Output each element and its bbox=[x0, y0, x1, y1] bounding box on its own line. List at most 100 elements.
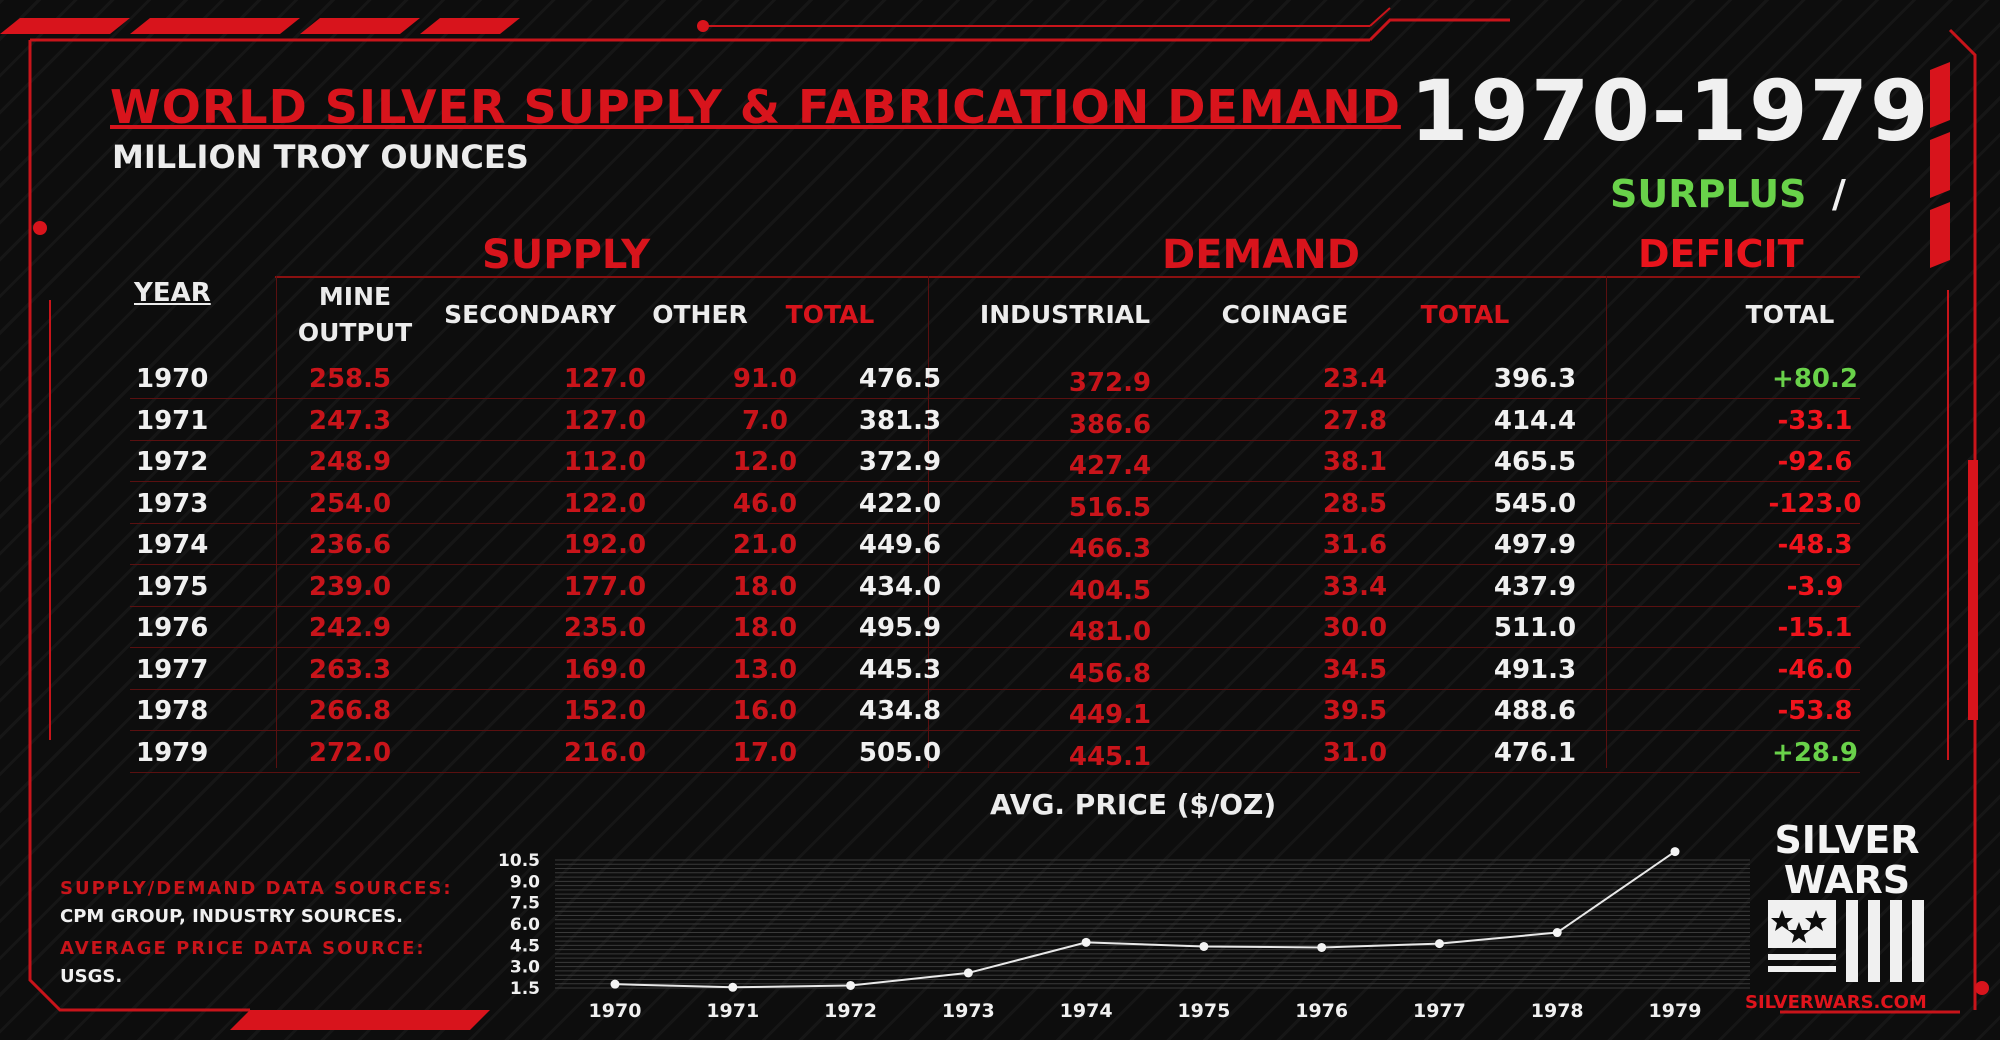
price-point bbox=[610, 979, 620, 989]
cell-coinage: 27.8 bbox=[1322, 405, 1388, 436]
logo-text-line2: WARS bbox=[1783, 858, 1911, 902]
cell-other: 18.0 bbox=[732, 613, 798, 643]
row-rule bbox=[130, 564, 1860, 565]
cell-industrial: 427.4 bbox=[1068, 451, 1152, 481]
cell-industrial: 449.1 bbox=[1068, 700, 1152, 730]
surplus-deficit-slash: / bbox=[1832, 172, 1846, 216]
cell-balance: -48.3 bbox=[1777, 530, 1853, 560]
x-tick-label: 1976 bbox=[1295, 1000, 1348, 1022]
table-row: 1974 236.6 192.0 21.0 449.6 466.3 31.6 497.9 -48… bbox=[130, 524, 1860, 565]
cell-year: 1977 bbox=[136, 654, 209, 685]
table-row: 1977 263.3 169.0 13.0 445.3 456.8 34.5 491.3 -46… bbox=[130, 649, 1860, 690]
col-divider-1 bbox=[276, 276, 277, 768]
y-tick-label: 9.0 bbox=[510, 872, 540, 892]
deficit-label: DEFICIT bbox=[1638, 232, 1804, 276]
cell-year: 1971 bbox=[136, 405, 209, 436]
demand-section-header: DEMAND bbox=[1162, 232, 1360, 278]
supply-source-label: SUPPLY/DEMAND DATA SOURCES: bbox=[60, 878, 453, 899]
cell-demand-total: 511.0 bbox=[1493, 613, 1577, 643]
y-tick-label: 1.5 bbox=[510, 979, 540, 999]
cell-industrial: 516.5 bbox=[1068, 492, 1152, 523]
cell-supply-total: 434.8 bbox=[858, 696, 942, 726]
cell-balance: +80.2 bbox=[1772, 364, 1858, 394]
x-tick-label: 1978 bbox=[1531, 1000, 1584, 1022]
cell-supply-total: 445.3 bbox=[858, 654, 942, 685]
col-header-demand-total: TOTAL bbox=[1420, 300, 1510, 329]
row-rule bbox=[130, 647, 1860, 648]
x-tick-label: 1975 bbox=[1177, 1000, 1230, 1022]
x-tick-label: 1974 bbox=[1060, 1000, 1113, 1022]
cell-coinage: 28.5 bbox=[1322, 488, 1388, 519]
x-tick-label: 1972 bbox=[824, 1000, 877, 1022]
cell-industrial: 445.1 bbox=[1068, 741, 1152, 772]
col-header-year: YEAR bbox=[134, 278, 211, 308]
cell-secondary: 152.0 bbox=[563, 696, 647, 726]
cell-secondary: 169.0 bbox=[563, 654, 647, 685]
cell-demand-total: 476.1 bbox=[1493, 737, 1577, 768]
price-chart-title: AVG. PRICE ($/OZ) bbox=[990, 788, 1277, 821]
cell-demand-total: 491.3 bbox=[1493, 654, 1577, 685]
row-rule bbox=[130, 605, 1860, 607]
cell-secondary: 127.0 bbox=[563, 405, 647, 436]
price-point bbox=[846, 980, 856, 990]
cell-year: 1976 bbox=[136, 613, 209, 643]
cell-coinage: 38.1 bbox=[1322, 447, 1388, 477]
logo-flag-icon bbox=[1768, 900, 1924, 982]
col-header-other: OTHER bbox=[652, 300, 748, 329]
logo-text-line1: SILVER bbox=[1774, 818, 1920, 862]
cell-mine: 239.0 bbox=[308, 571, 392, 602]
cell-demand-total: 414.4 bbox=[1493, 405, 1577, 436]
y-tick-label: 6.0 bbox=[510, 915, 540, 935]
cell-industrial: 456.8 bbox=[1068, 658, 1152, 689]
price-line-chart: 10.59.07.56.04.53.01.5 1970 1971 1972 1973 19… bbox=[498, 847, 1750, 1022]
table-row: 1976 242.9 235.0 18.0 495.9 481.0 30.0 511.0 -15… bbox=[130, 607, 1860, 648]
cell-balance: -123.0 bbox=[1768, 488, 1862, 519]
y-tick-label: 10.5 bbox=[498, 851, 540, 871]
cell-coinage: 31.0 bbox=[1322, 737, 1388, 768]
price-point bbox=[1317, 942, 1327, 952]
cell-other: 12.0 bbox=[732, 447, 798, 477]
price-point bbox=[1434, 939, 1444, 949]
price-source-value: USGS. bbox=[60, 966, 123, 987]
table-row: 1971 247.3 127.0 7.0 381.3 386.6 27.8 414.4 -33.… bbox=[130, 400, 1860, 441]
cell-secondary: 216.0 bbox=[563, 737, 647, 768]
x-tick-label: 1971 bbox=[706, 1000, 759, 1022]
cell-mine: 242.9 bbox=[308, 613, 392, 643]
cell-demand-total: 488.6 bbox=[1493, 696, 1577, 726]
x-tick-label: 1970 bbox=[589, 1000, 642, 1022]
cell-other: 18.0 bbox=[732, 571, 798, 602]
cell-other: 13.0 bbox=[732, 654, 798, 685]
cell-supply-total: 372.9 bbox=[858, 447, 942, 477]
cell-year: 1974 bbox=[136, 530, 209, 560]
cell-demand-total: 497.9 bbox=[1493, 530, 1577, 560]
col-header-coinage: COINAGE bbox=[1221, 300, 1349, 329]
x-tick-label: 1979 bbox=[1649, 1000, 1702, 1022]
cell-coinage: 30.0 bbox=[1322, 613, 1388, 643]
cell-coinage: 34.5 bbox=[1322, 654, 1388, 685]
cell-balance: -33.1 bbox=[1777, 405, 1853, 436]
logo-url[interactable]: SILVERWARS.COM bbox=[1745, 992, 1927, 1013]
cell-secondary: 112.0 bbox=[563, 447, 647, 477]
cell-coinage: 39.5 bbox=[1322, 696, 1388, 726]
cell-industrial: 404.5 bbox=[1068, 575, 1152, 606]
cell-year: 1972 bbox=[136, 447, 209, 477]
supply-source-value: CPM GROUP, INDUSTRY SOURCES. bbox=[60, 906, 403, 927]
col-divider-2 bbox=[928, 276, 929, 768]
price-point bbox=[728, 982, 738, 992]
cell-supply-total: 422.0 bbox=[858, 488, 942, 519]
cell-year: 1978 bbox=[136, 696, 209, 726]
cell-balance: -15.1 bbox=[1777, 613, 1853, 643]
cell-supply-total: 505.0 bbox=[858, 737, 942, 768]
cell-year: 1970 bbox=[136, 364, 209, 394]
price-point bbox=[1199, 941, 1209, 951]
cell-other: 16.0 bbox=[732, 696, 798, 726]
years-range: 1970-1979 bbox=[1410, 62, 1931, 160]
cell-mine: 272.0 bbox=[308, 737, 392, 768]
cell-secondary: 177.0 bbox=[563, 571, 647, 602]
table-row: 1979 272.0 216.0 17.0 505.0 445.1 31.0 476.1 +28… bbox=[130, 732, 1860, 773]
cell-year: 1973 bbox=[136, 488, 209, 519]
y-tick-label: 7.5 bbox=[510, 894, 540, 914]
row-rule bbox=[130, 771, 1860, 773]
row-rule bbox=[130, 522, 1860, 524]
